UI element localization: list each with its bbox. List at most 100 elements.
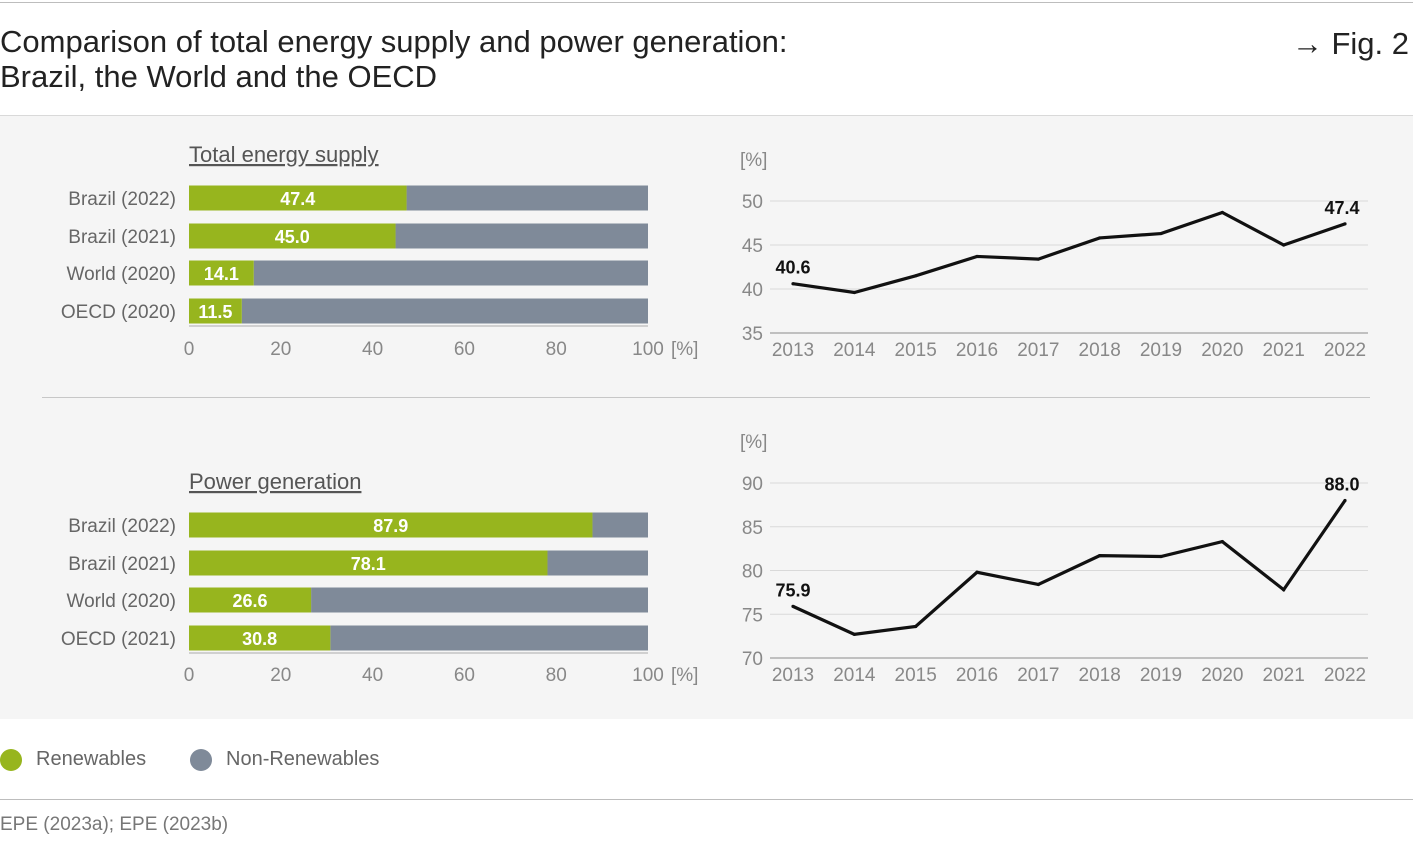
renewables-bar: [189, 512, 593, 538]
section-divider: [42, 397, 1370, 398]
y-tick-label: 50: [742, 192, 763, 213]
data-point: [1282, 588, 1286, 592]
y-tick-label: 85: [742, 518, 763, 539]
data-point: [1098, 236, 1102, 240]
non-renewables-bar: [547, 550, 648, 576]
data-point: [1036, 582, 1040, 587]
chart-panel: [0, 115, 1413, 719]
non-renewables-bar: [253, 260, 648, 286]
y-axis-unit: [%]: [740, 432, 767, 453]
data-point: [1282, 243, 1286, 247]
x-tick-label: 60: [454, 339, 475, 360]
renewables-value-label: 11.5: [198, 302, 232, 322]
data-point: [1343, 222, 1347, 226]
data-label: 47.4: [1324, 198, 1359, 218]
y-axis-unit: [%]: [740, 150, 767, 171]
y-tick-label: 80: [742, 562, 763, 583]
category-label: OECD (2021): [61, 629, 176, 650]
data-point: [1220, 540, 1224, 544]
data-point: [1343, 498, 1347, 503]
renewables-value-label: 47.4: [280, 189, 315, 209]
x-tick-label: 40: [362, 665, 383, 686]
x-axis-unit: [%]: [671, 339, 698, 360]
x-tick-label: 2018: [1079, 665, 1121, 686]
renewables-bar: [189, 587, 312, 613]
data-point: [1036, 257, 1040, 261]
renewables-bar: [189, 625, 331, 651]
category-label: Brazil (2021): [68, 227, 176, 248]
figure-reference: → Fig. 2: [1291, 26, 1409, 61]
legend-item-renewables: Renewables: [0, 748, 146, 771]
x-tick-label: 2016: [956, 340, 998, 361]
x-tick-label: 2013: [772, 665, 814, 686]
title-line-1: Comparison of total energy supply and po…: [0, 24, 788, 59]
non-renewables-swatch: [190, 748, 212, 771]
x-tick-label: 80: [546, 339, 567, 360]
non-renewables-bar: [311, 587, 648, 613]
x-tick-label: 20: [270, 665, 291, 686]
data-point: [914, 624, 918, 629]
renewables-bar: [189, 185, 407, 211]
x-tick-label: 80: [546, 665, 567, 686]
data-point: [975, 254, 979, 259]
data-point: [852, 290, 856, 295]
data-point: [914, 274, 918, 278]
x-axis-unit: [%]: [671, 665, 698, 686]
title-line-2: Brazil, the World and the OECD: [0, 59, 438, 94]
renewables-value-label: 45.0: [275, 227, 310, 247]
data-point: [1098, 554, 1102, 558]
source-note: EPE (2023a); EPE (2023b): [0, 814, 229, 835]
x-tick-label: 2020: [1201, 340, 1243, 361]
data-point: [1159, 231, 1163, 236]
non-renewables-bar: [406, 185, 648, 211]
y-tick-label: 70: [742, 649, 763, 670]
renewables-bar: [189, 298, 242, 324]
bar-chart-title: Power generation: [189, 469, 361, 494]
data-label: 88.0: [1324, 475, 1359, 495]
category-label: OECD (2020): [61, 302, 176, 323]
data-label: 75.9: [775, 580, 810, 600]
x-tick-label: 60: [454, 665, 475, 686]
series-line: [792, 210, 1346, 295]
x-tick-label: 2015: [895, 665, 937, 686]
renewables-value-label: 78.1: [351, 554, 386, 574]
x-tick-label: 2014: [833, 340, 876, 361]
data-point: [1220, 210, 1224, 215]
category-label: Brazil (2022): [68, 516, 176, 537]
x-tick-label: 100: [632, 339, 664, 360]
legend-item-non-renewables: Non-Renewables: [190, 748, 379, 771]
category-label: World (2020): [67, 264, 176, 285]
non-renewables-bar: [241, 298, 648, 324]
renewables-value-label: 14.1: [204, 264, 239, 284]
non-renewables-bar: [330, 625, 648, 651]
data-point: [791, 282, 795, 286]
data-point: [975, 570, 979, 574]
x-tick-label: 2020: [1201, 665, 1243, 686]
category-label: Brazil (2022): [68, 189, 176, 210]
non-renewables-bar: [592, 512, 648, 538]
x-tick-label: 40: [362, 339, 383, 360]
x-tick-label: 2013: [772, 340, 814, 361]
top-rule: [0, 2, 1413, 3]
x-tick-label: 20: [270, 339, 291, 360]
renewables-bar: [189, 260, 254, 286]
data-point: [852, 632, 856, 636]
category-label: World (2020): [67, 591, 176, 612]
x-tick-label: 2018: [1079, 340, 1121, 361]
renewables-swatch: [0, 748, 22, 771]
data-point: [791, 604, 795, 608]
y-tick-label: 75: [742, 605, 763, 626]
category-label: Brazil (2021): [68, 554, 176, 575]
x-tick-label: 2019: [1140, 340, 1182, 361]
data-label: 40.6: [775, 258, 810, 278]
x-tick-label: 2022: [1324, 665, 1366, 686]
x-tick-label: 0: [184, 665, 195, 686]
x-tick-label: 2016: [956, 665, 998, 686]
x-tick-label: 2021: [1263, 665, 1305, 686]
non-renewables-bar: [395, 223, 648, 249]
x-tick-label: 2017: [1017, 665, 1059, 686]
figure-title: Comparison of total energy supply and po…: [0, 24, 788, 94]
x-tick-label: 2015: [895, 340, 937, 361]
renewables-value-label: 30.8: [242, 629, 277, 649]
y-tick-label: 40: [742, 280, 763, 301]
